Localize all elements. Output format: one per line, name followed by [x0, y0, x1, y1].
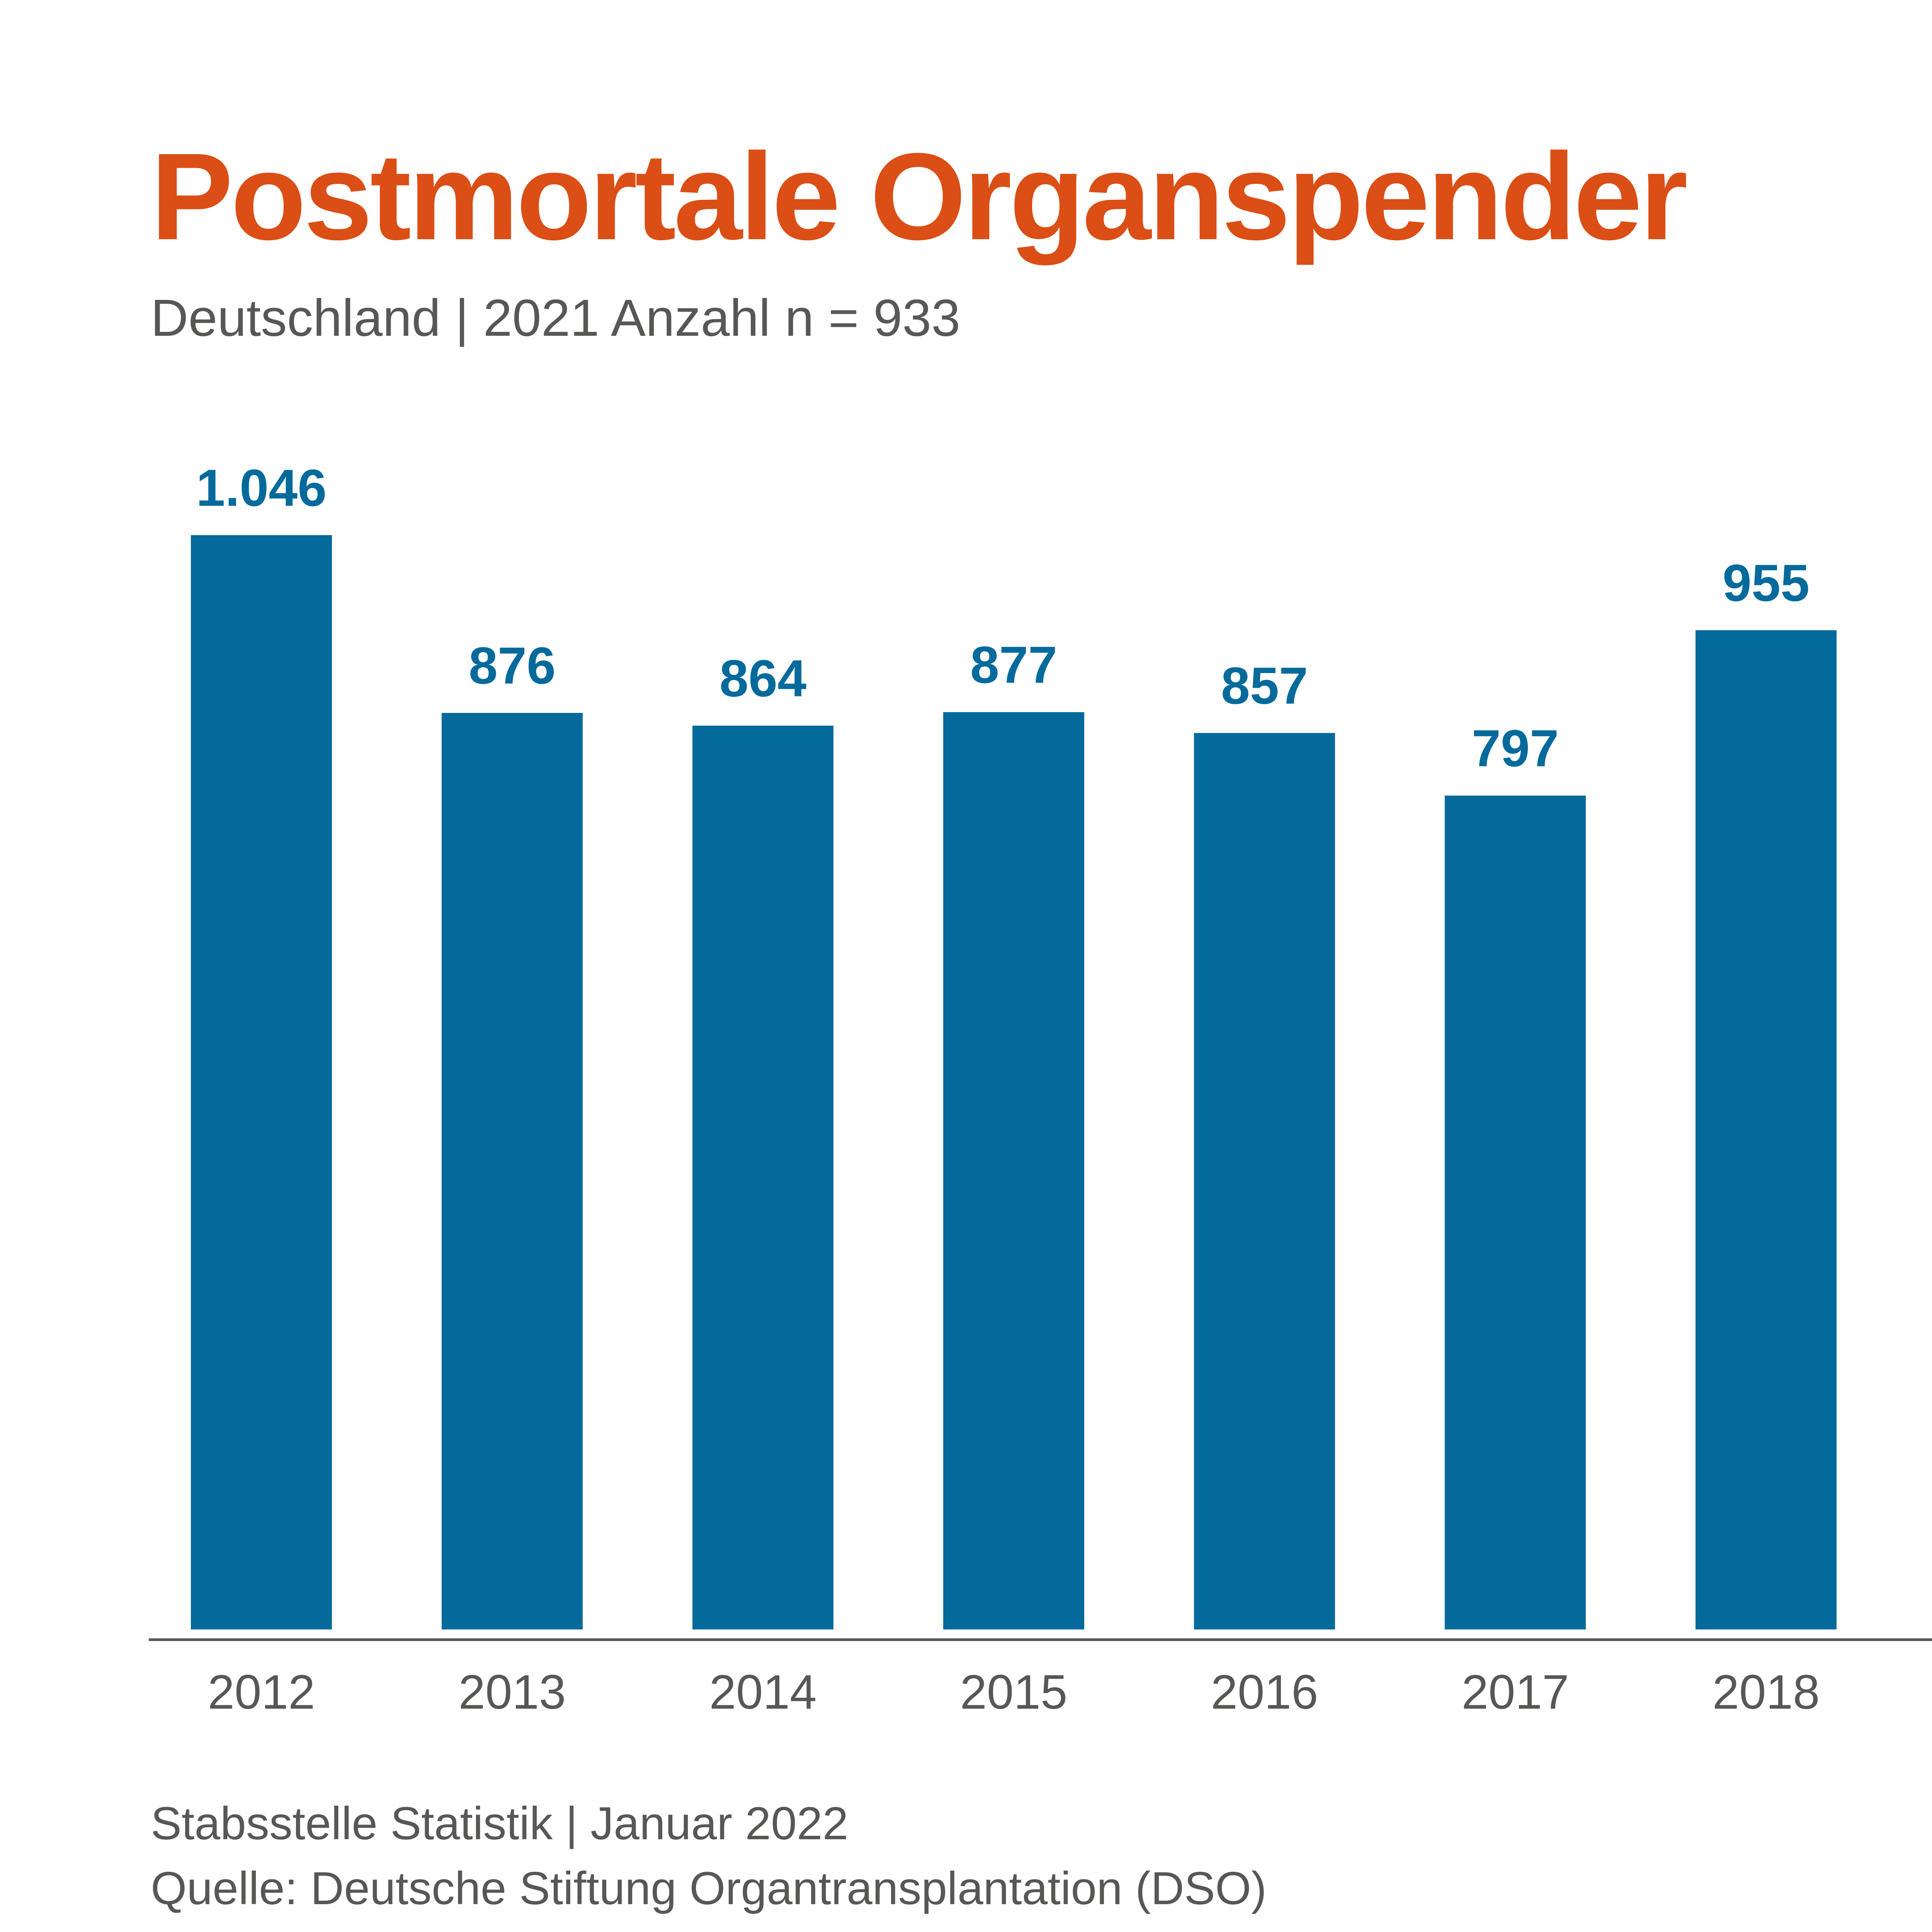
x-axis-label-2017: 2017 [1461, 1665, 1569, 1719]
bar-value-label-2013: 876 [468, 636, 556, 695]
bar-value-label-2017: 797 [1471, 719, 1559, 777]
bar-2018 [1696, 630, 1837, 1629]
bar-2013 [442, 713, 583, 1629]
x-axis-label-2016: 2016 [1211, 1665, 1318, 1719]
x-axis-label-2012: 2012 [207, 1665, 315, 1719]
bar-2014 [692, 726, 833, 1629]
bar-value-label-2018: 955 [1722, 554, 1810, 612]
footer-line-statistics: Stabsstelle Statistik | Januar 2022 [151, 1798, 849, 1849]
bar-2017 [1445, 796, 1586, 1629]
x-axis-label-2014: 2014 [709, 1665, 817, 1719]
bar-value-label-2015: 877 [970, 636, 1058, 694]
x-axis-label-2019: 2019 [1891, 1663, 1932, 1721]
x-axis-label-2018: 2018 [1712, 1665, 1820, 1719]
bar-value-label-2014: 864 [719, 649, 807, 707]
bar-2016 [1194, 733, 1335, 1629]
bar-value-label-2019: 932 [1891, 581, 1932, 633]
x-axis-label-2015: 2015 [960, 1665, 1068, 1719]
footer: Stabsstelle Statistik | Januar 2022 Quel… [151, 1791, 1267, 1921]
chart-subtitle: Deutschland | 2021 Anzahl n = 933 [151, 289, 961, 347]
bar-value-label-2012: 1.046 [196, 459, 327, 517]
bar-2012 [191, 535, 332, 1629]
bar-value-label-2016: 857 [1221, 656, 1308, 715]
footer-line-source: Quelle: Deutsche Stiftung Organtransplan… [151, 1862, 1267, 1914]
x-axis-line [149, 1638, 1932, 1641]
page-title: Postmortale Organspender [151, 127, 1688, 265]
bar-2015 [943, 712, 1084, 1629]
x-axis-label-2013: 2013 [458, 1665, 566, 1719]
